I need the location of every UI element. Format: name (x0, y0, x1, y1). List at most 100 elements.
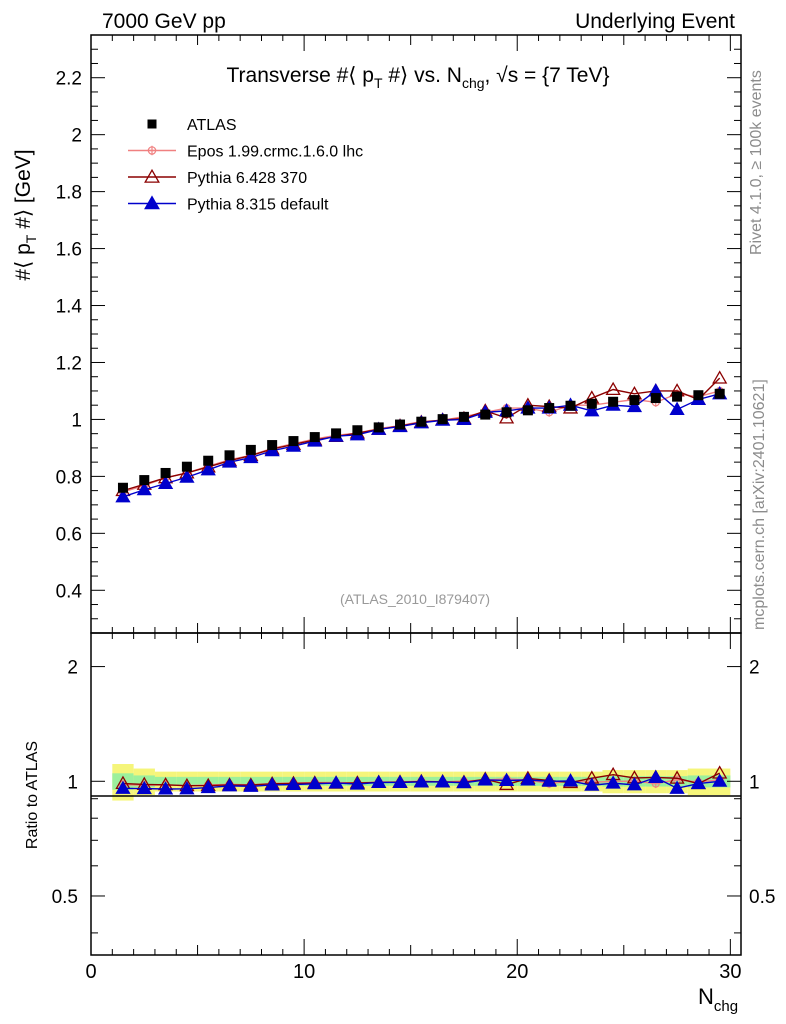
atlas-point (480, 409, 491, 420)
pythia-8-315-default-ratio-point (221, 778, 238, 792)
atlas-point (714, 388, 725, 399)
pythia-8-315-default-ratio-point (648, 769, 664, 784)
atlas-point (693, 390, 704, 401)
title-part-2: #⟩ vs. N (383, 64, 462, 87)
atlas-point (395, 419, 406, 430)
pythia-8-315-default-point (179, 469, 195, 483)
pythia-8-315-default-ratio-point (477, 772, 493, 786)
pythia-8-315-default-ratio-point (626, 777, 643, 791)
pythia-8-315-default-ratio-point (307, 775, 323, 790)
y-tick-label: 1.4 (56, 297, 83, 318)
pythia-8-315-default-ratio-point (349, 776, 366, 790)
pythia-8-315-default-ratio-point (605, 775, 621, 789)
pythia-8-315-default-ratio-point (200, 779, 216, 794)
chart-title: Transverse #⟨ pT #⟩ vs. Nchg, √s = {7 Te… (227, 64, 610, 91)
y-tick-label: 2 (71, 126, 82, 147)
atlas-point (608, 396, 619, 407)
x-tick-label: 0 (85, 961, 96, 983)
legend-label-epos-1-99-crmc-1-6-0-lhc: Epos 1.99.crmc.1.6.0 lhc (187, 144, 363, 161)
y-tick-label: 1.6 (56, 240, 82, 261)
x-tick-label: 10 (293, 961, 315, 983)
ratio-y-axis-label: Ratio to ATLAS (24, 741, 41, 849)
legend-marker-atlas (147, 119, 157, 129)
ratio-tick-label: 0.5 (52, 887, 78, 908)
pythia-8-315-default-ratio-point (435, 774, 451, 788)
pythia-8-315-default-ratio-point (328, 775, 344, 789)
pythia-8-315-default-point (221, 454, 238, 468)
pythia-8-315-default-ratio-point (371, 774, 387, 789)
y-tick-label: 0.8 (56, 467, 82, 488)
ratio-tick-label: 2 (67, 658, 78, 679)
atlas-point (331, 428, 342, 439)
atlas-point (288, 436, 299, 447)
legend-marker-pythia-6-428-370 (144, 168, 160, 183)
x-tick-label: 20 (506, 961, 528, 983)
pythia-8-315-default-ratio-point (136, 780, 152, 795)
atlas-point (650, 393, 661, 404)
atlas-point (672, 391, 683, 402)
ratio-tick-label-right: 2 (749, 658, 760, 679)
legend: ATLAS Epos 1.99.crmc.1.6.0 lhc Pythia 6.42… (128, 117, 363, 214)
y-axis-label: #⟨ pT #⟩ [GeV] (12, 149, 39, 280)
y-label-part-2: #⟩ [GeV] (12, 149, 35, 234)
main-series-group (115, 370, 728, 503)
y-tick-label: 0.4 (56, 581, 83, 602)
atlas-point (352, 425, 363, 436)
pythia-8-315-default-point (626, 398, 643, 413)
atlas-point (245, 444, 256, 455)
legend-label-pythia-6-428-370: Pythia 6.428 370 (187, 170, 307, 187)
legend-label-pythia-8-315-default: Pythia 8.315 default (187, 197, 329, 214)
title-part-1: Transverse #⟨ p (227, 64, 374, 87)
pythia-8-315-default-ratio-point (562, 773, 579, 787)
y-tick-label: 1.2 (56, 353, 82, 374)
pythia-8-315-default-point (200, 462, 216, 476)
pythia-8-315-default-ratio-point (413, 774, 429, 788)
atlas-point (586, 398, 597, 409)
pythia-8-315-default-ratio-point (712, 773, 728, 787)
pythia-8-315-default-point (136, 481, 152, 496)
pythia-6-428-370-point (605, 381, 621, 396)
pythia-8-315-default-ratio-point (669, 780, 685, 794)
y-tick-label: 2.2 (56, 69, 82, 90)
ratio-tick-label-right: 1 (749, 772, 760, 793)
ratio-plot-frame (90, 632, 742, 956)
pythia-8-315-default-point (584, 403, 600, 417)
atlas-point (437, 414, 448, 425)
rivet-label: Rivet 4.1.0, ≥ 100k events (748, 70, 765, 255)
pythia-8-315-default-point (669, 401, 685, 415)
y-tick-label: 1 (71, 410, 82, 431)
analysis-watermark: (ATLAS_2010_I879407) (340, 591, 490, 607)
pythia-8-315-default-ratio-point (584, 777, 600, 791)
legend-marker-pythia-8-315-default (144, 195, 160, 210)
atlas-point (117, 482, 128, 493)
atlas-point (544, 403, 555, 414)
pythia-8-315-default-ratio-point (498, 772, 515, 787)
energy-label: 7000 GeV pp (102, 10, 226, 33)
atlas-point (458, 411, 469, 422)
atlas-point (139, 475, 150, 486)
atlas-point (160, 467, 171, 478)
title-sub-1: T (374, 75, 383, 91)
x-label-main: N (698, 984, 714, 1009)
atlas-point (203, 455, 214, 466)
ratio-series-group (115, 765, 728, 795)
title-part-3: , √s = {7 TeV} (485, 64, 610, 87)
atlas-point (181, 461, 192, 472)
pythia-6-428-370-point (712, 370, 728, 384)
pythia-8-315-default-ratio-point (264, 777, 280, 791)
pythia-8-315-default-ratio-point (392, 774, 408, 788)
analysis-label: Underlying Event (575, 10, 735, 33)
axis-ticks: 0 10 20 30 0.4 0.6 0.8 1 1.2 1.4 1.6 1.8 2 2.2 0.5 0.5 1… (52, 35, 775, 983)
atlas-point (267, 440, 278, 451)
y-label-sub: T (23, 234, 39, 243)
atlas-point (501, 407, 512, 418)
x-axis-label: Nchg (698, 984, 738, 1015)
pythia-8-315-default-ratio-point (157, 781, 174, 795)
ratio-tick-label-right: 0.5 (749, 887, 775, 908)
pythia-8-315-default-ratio-point (179, 780, 195, 795)
legend-label-atlas: ATLAS (187, 117, 237, 134)
pythia-8-315-default-ratio-point (690, 775, 706, 790)
atlas-point (565, 400, 576, 411)
x-tick-label: 30 (719, 961, 741, 983)
pythia-8-315-default-ratio-point (285, 776, 302, 791)
